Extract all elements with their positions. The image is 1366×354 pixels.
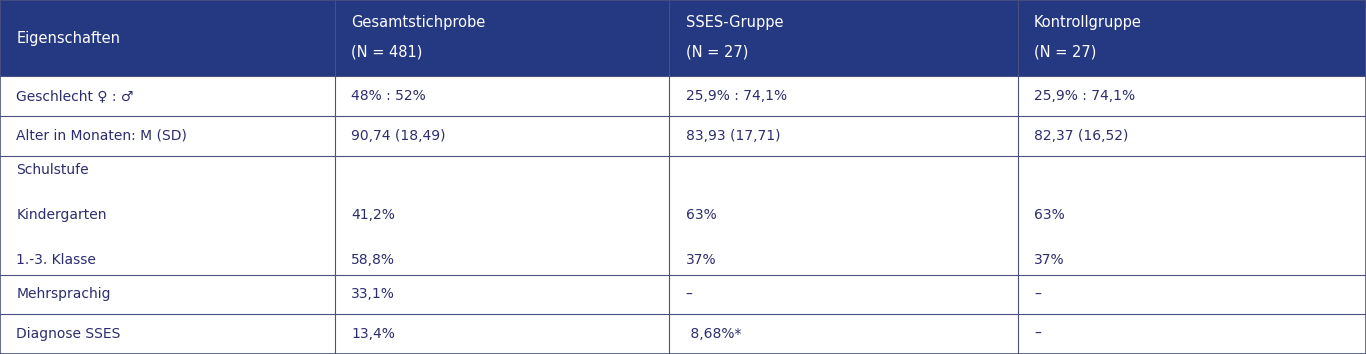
Text: 25,9% : 74,1%: 25,9% : 74,1%: [1034, 89, 1135, 103]
Text: (N = 27): (N = 27): [686, 44, 749, 59]
Text: SSES-Gruppe: SSES-Gruppe: [686, 15, 783, 30]
Text: Mehrsprachig: Mehrsprachig: [16, 287, 111, 302]
Text: 37%: 37%: [686, 253, 716, 267]
Bar: [0, 275, 1366, 314]
Text: Alter in Monaten: M (SD): Alter in Monaten: M (SD): [16, 129, 187, 143]
Text: –: –: [686, 287, 693, 302]
Text: 90,74 (18,49): 90,74 (18,49): [351, 129, 445, 143]
Bar: [0, 155, 1366, 275]
Text: Schulstufe: Schulstufe: [16, 163, 89, 177]
Text: 13,4%: 13,4%: [351, 327, 395, 341]
Text: Kontrollgruppe: Kontrollgruppe: [1034, 15, 1142, 30]
Text: 33,1%: 33,1%: [351, 287, 395, 302]
Text: Gesamtstichprobe: Gesamtstichprobe: [351, 15, 485, 30]
Text: –: –: [1034, 327, 1041, 341]
Text: 37%: 37%: [1034, 253, 1064, 267]
Bar: [0, 116, 1366, 155]
Text: 25,9% : 74,1%: 25,9% : 74,1%: [686, 89, 787, 103]
Bar: [0, 0, 1366, 76]
Text: 8,68%*: 8,68%*: [686, 327, 742, 341]
Text: 83,93 (17,71): 83,93 (17,71): [686, 129, 780, 143]
Text: Diagnose SSES: Diagnose SSES: [16, 327, 120, 341]
Text: (N = 481): (N = 481): [351, 44, 422, 59]
Text: Geschlecht ♀ : ♂: Geschlecht ♀ : ♂: [16, 89, 134, 103]
Text: 58,8%: 58,8%: [351, 253, 395, 267]
Text: 48% : 52%: 48% : 52%: [351, 89, 426, 103]
Text: Kindergarten: Kindergarten: [16, 208, 107, 222]
Text: (N = 27): (N = 27): [1034, 44, 1097, 59]
Text: Eigenschaften: Eigenschaften: [16, 30, 120, 46]
Text: 41,2%: 41,2%: [351, 208, 395, 222]
Bar: [0, 76, 1366, 116]
Bar: [0, 314, 1366, 354]
Text: –: –: [1034, 287, 1041, 302]
Text: 63%: 63%: [686, 208, 717, 222]
Text: 63%: 63%: [1034, 208, 1065, 222]
Text: 1.-3. Klasse: 1.-3. Klasse: [16, 253, 96, 267]
Text: 82,37 (16,52): 82,37 (16,52): [1034, 129, 1128, 143]
